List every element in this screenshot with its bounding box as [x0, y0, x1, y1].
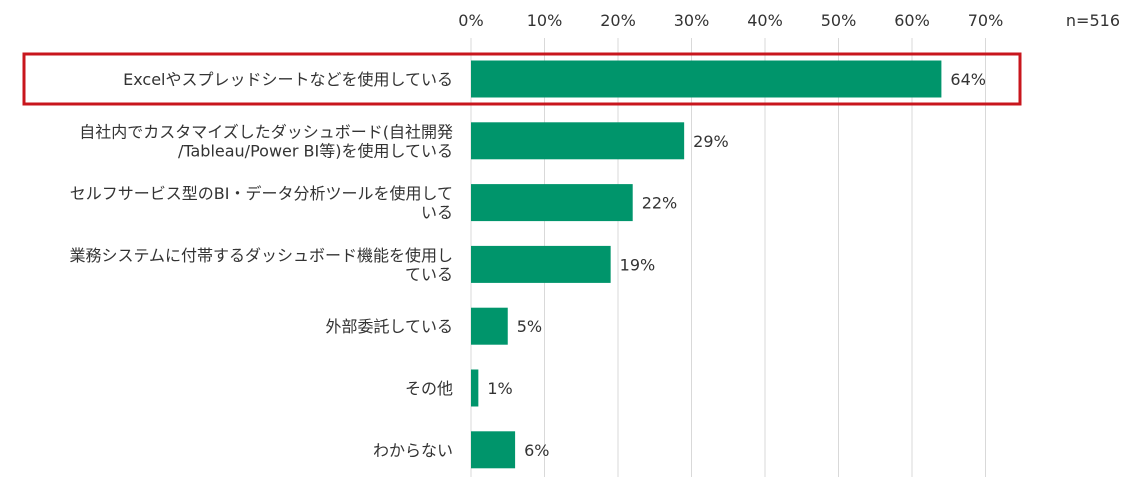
value-label: 6%: [524, 441, 549, 460]
value-label: 29%: [693, 132, 729, 151]
bar: [471, 369, 479, 407]
x-axis-ticks: 0% 10% 20% 30% 40% 50% 60% 70%: [458, 11, 1003, 30]
category-label: /Tableau/Power BI等)を使用している: [178, 141, 453, 160]
value-label: 22%: [642, 194, 678, 213]
value-label: 64%: [950, 70, 986, 89]
x-tick-label: 10%: [527, 11, 563, 30]
category-label: その他: [405, 379, 453, 398]
value-label: 5%: [517, 317, 542, 336]
bars: [471, 60, 942, 469]
sample-size-label: n=516: [1066, 11, 1120, 30]
value-label: 1%: [487, 379, 512, 398]
x-tick-label: 30%: [674, 11, 710, 30]
bar: [471, 122, 685, 160]
category-label: セルフサービス型のBI・データ分析ツールを使用して: [70, 184, 453, 203]
category-label: いる: [421, 203, 453, 222]
category-label: 業務システムに付帯するダッシュボード機能を使用し: [69, 246, 453, 265]
category-label: Excelやスプレッドシートなどを使用している: [123, 70, 453, 89]
highlight-box: [22, 52, 1022, 106]
value-label: 19%: [620, 255, 656, 274]
category-label: ている: [405, 265, 453, 284]
x-tick-label: 20%: [600, 11, 636, 30]
x-tick-label: 0%: [458, 11, 483, 30]
grid-lines: [470, 38, 986, 477]
value-labels: 64% 29% 22% 19% 5% 1% 6%: [487, 70, 986, 460]
x-tick-label: 50%: [821, 11, 857, 30]
x-tick-label: 70%: [968, 11, 1004, 30]
bar: [471, 60, 942, 98]
category-label: 自社内でカスタマイズしたダッシュボード(自社開発: [79, 122, 453, 141]
category-label: 外部委託している: [325, 317, 453, 336]
x-tick-label: 40%: [747, 11, 783, 30]
bar: [471, 307, 508, 345]
category-labels: Excelやスプレッドシートなどを使用している自社内でカスタマイズしたダッシュボ…: [69, 70, 453, 460]
bar: [471, 184, 633, 222]
x-tick-label: 60%: [894, 11, 930, 30]
bar: [471, 431, 516, 469]
bar: [471, 245, 611, 283]
category-label: わからない: [373, 441, 453, 460]
